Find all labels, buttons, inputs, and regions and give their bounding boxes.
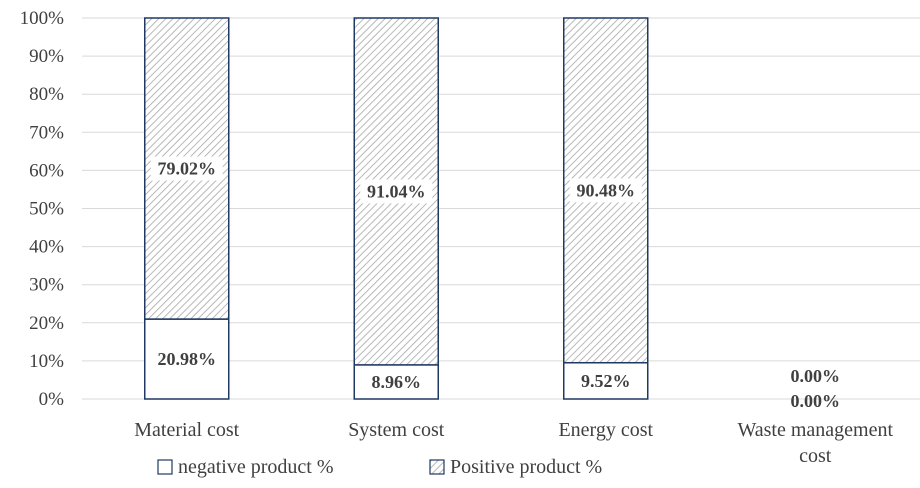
data-label-negative: 8.96% — [372, 372, 422, 392]
legend-label: Positive product % — [450, 456, 602, 478]
x-category-label: Material cost — [134, 419, 239, 441]
bars — [144, 17, 649, 400]
data-label-positive: 91.04% — [367, 181, 426, 201]
data-label-background — [569, 178, 642, 203]
legend-swatch — [429, 459, 445, 475]
y-tick-label: 10% — [29, 351, 64, 372]
data-label-background — [360, 179, 433, 204]
y-tick-label: 90% — [29, 46, 64, 67]
y-tick-label: 0% — [39, 389, 65, 410]
y-axis-ticks: 0% 10% 20% 30% 40% 50% 60% 70% 80% 90% 100% — [20, 8, 65, 410]
legend-label: negative product % — [178, 456, 334, 478]
y-tick-label: 70% — [29, 122, 64, 143]
data-label-negative: 20.98% — [158, 349, 217, 369]
data-label-positive: 79.02% — [158, 159, 217, 179]
x-category-label: Energy cost — [558, 419, 653, 441]
y-tick-label: 100% — [20, 8, 65, 29]
x-category-label: Waste management cost — [737, 419, 893, 467]
y-tick-label: 60% — [29, 160, 64, 181]
data-label-background — [150, 156, 223, 181]
data-label-positive: 0.00% — [791, 366, 841, 386]
data-label-background — [569, 368, 642, 393]
y-tick-label: 40% — [29, 237, 64, 258]
data-label-background — [150, 347, 223, 372]
legend: negative product % Positive product % — [157, 456, 602, 478]
legend-swatch — [157, 459, 173, 475]
data-label-negative: 0.00% — [791, 391, 841, 411]
data-label-negative: 9.52% — [581, 371, 631, 391]
data-label-positive: 90.48% — [577, 180, 636, 200]
y-tick-label: 30% — [29, 275, 64, 296]
category-labels: Material cost System cost Energy cost Waste… — [134, 419, 893, 467]
y-tick-label: 20% — [29, 313, 64, 334]
y-tick-label: 80% — [29, 84, 64, 105]
x-category-label: System cost — [348, 419, 445, 441]
data-labels: 20.98% 79.02% 8.96% 91.04% 9.52% 90.48% 0.00% 0… — [150, 156, 841, 411]
data-label-background — [360, 369, 433, 394]
y-tick-label: 50% — [29, 199, 64, 220]
